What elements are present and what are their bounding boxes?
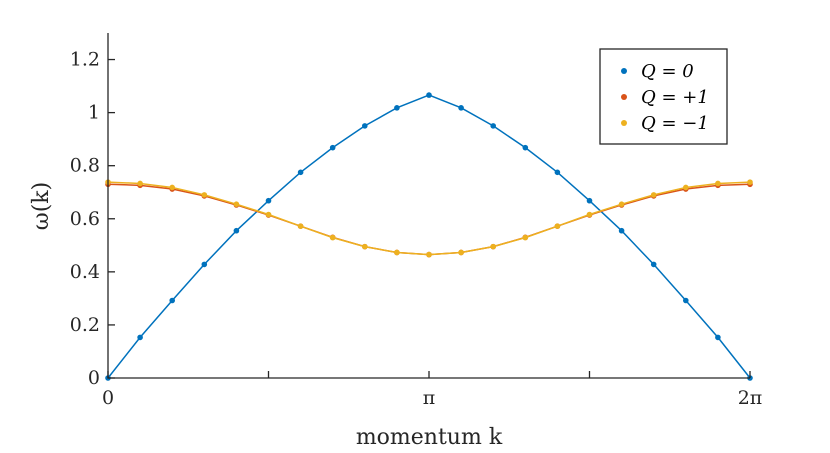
data-point <box>265 211 272 218</box>
data-point <box>586 211 593 218</box>
data-point <box>362 123 368 129</box>
data-point <box>394 105 400 111</box>
data-point <box>522 144 529 151</box>
data-point <box>554 169 561 176</box>
x-tick-label: π <box>423 387 436 409</box>
data-point <box>458 249 464 256</box>
data-point <box>201 261 208 268</box>
y-axis-title: ω(k) <box>29 182 54 230</box>
data-point <box>715 334 721 341</box>
legend-box <box>599 48 728 145</box>
x-tick-label: 0 <box>102 387 114 409</box>
data-point <box>618 227 625 234</box>
data-point <box>683 297 689 304</box>
y-tick-label: 1 <box>88 102 100 124</box>
data-point <box>329 144 336 151</box>
data-point <box>458 105 464 111</box>
data-point <box>490 243 496 250</box>
data-point <box>137 180 143 187</box>
ticks-layer: 0 0.2 0.4 0.6 0.8 1 1.2 0 π 2π <box>70 49 763 409</box>
y-tick-label: 0 <box>88 367 100 389</box>
y-tick-label: 0.2 <box>70 314 100 336</box>
legend-marker <box>621 94 627 100</box>
data-point <box>490 123 496 129</box>
legend-label: Q = −1 <box>641 113 709 134</box>
data-point <box>169 297 175 304</box>
data-point <box>426 92 432 98</box>
legend-marker <box>621 68 627 74</box>
data-point <box>650 261 657 268</box>
data-point <box>394 249 400 256</box>
legend-label: Q = 0 <box>641 61 694 82</box>
data-point <box>362 243 368 250</box>
legend-label: Q = +1 <box>641 87 709 108</box>
series-2 <box>105 179 753 258</box>
data-point <box>265 197 272 204</box>
y-tick-label: 0.4 <box>70 261 100 283</box>
data-point <box>715 180 721 187</box>
data-point <box>233 201 240 207</box>
data-point <box>329 234 336 241</box>
data-point <box>426 251 432 258</box>
y-tick-label: 0.6 <box>70 208 100 230</box>
data-point <box>586 197 593 204</box>
data-point <box>522 234 529 241</box>
series-layer <box>105 92 753 381</box>
series-1 <box>105 181 753 258</box>
data-point <box>297 169 304 176</box>
legend-marker <box>621 120 627 126</box>
y-tick-label: 0.8 <box>70 155 100 177</box>
data-point <box>201 192 208 198</box>
data-point <box>554 223 561 229</box>
x-axis-title: momentum k <box>356 425 503 450</box>
data-point <box>683 184 689 191</box>
data-point <box>137 334 143 341</box>
legend: Q = 0 Q = +1 Q = −1 <box>599 48 728 145</box>
series-0 <box>105 92 753 381</box>
y-tick-label: 1.2 <box>70 49 100 71</box>
x-tick-label: 2π <box>738 387 763 409</box>
data-point <box>297 223 304 229</box>
data-point <box>233 227 240 234</box>
data-point <box>169 184 175 191</box>
data-point <box>747 179 753 185</box>
data-point <box>618 201 625 207</box>
data-point <box>650 192 657 198</box>
